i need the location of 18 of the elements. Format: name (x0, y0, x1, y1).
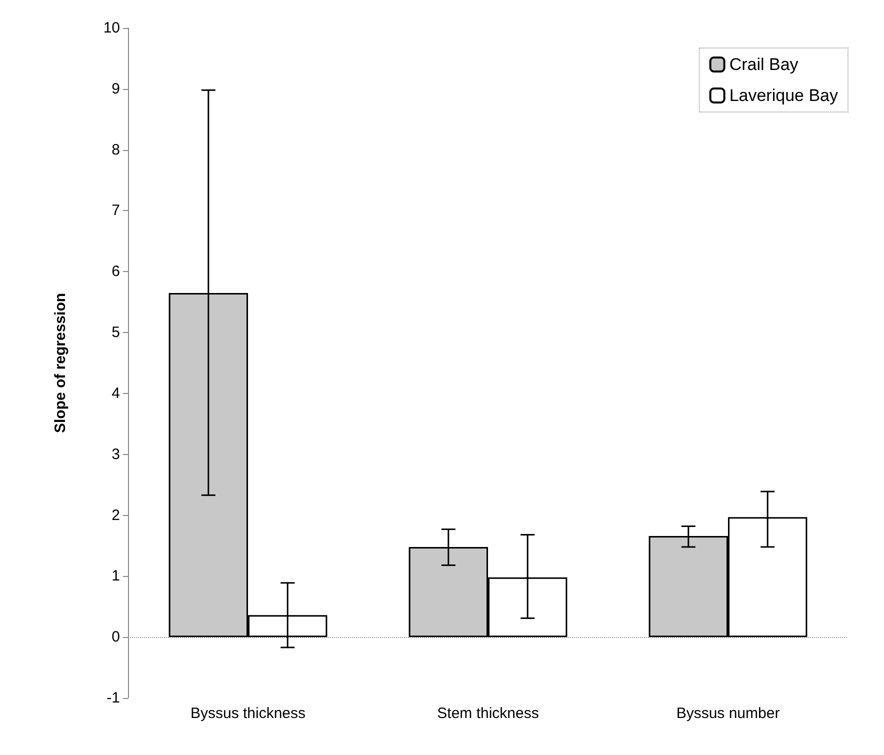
y-tick-label: 9 (112, 80, 120, 98)
y-axis-title: Slope of regression (52, 292, 69, 434)
x-tick-label: Byssus number (676, 705, 780, 722)
y-tick-label: 6 (112, 263, 120, 280)
y-tick-label: 7 (112, 202, 120, 220)
y-tick-label: 0 (112, 628, 120, 646)
y-tick-label: 1 (112, 568, 120, 585)
x-tick-label: Byssus thickness (190, 705, 306, 722)
y-tick-label: -1 (106, 690, 120, 706)
legend-label: Crail Bay (729, 55, 799, 74)
y-tick-label: 2 (112, 506, 120, 524)
y-tick-label: 4 (112, 384, 120, 402)
legend-label: Laverique Bay (729, 86, 838, 105)
y-tick-label: 3 (112, 446, 120, 463)
x-tick-label: Stem thickness (437, 705, 539, 722)
y-tick-label: 5 (112, 324, 120, 342)
y-tick-label: 10 (103, 20, 120, 36)
y-tick-label: 8 (112, 141, 120, 158)
